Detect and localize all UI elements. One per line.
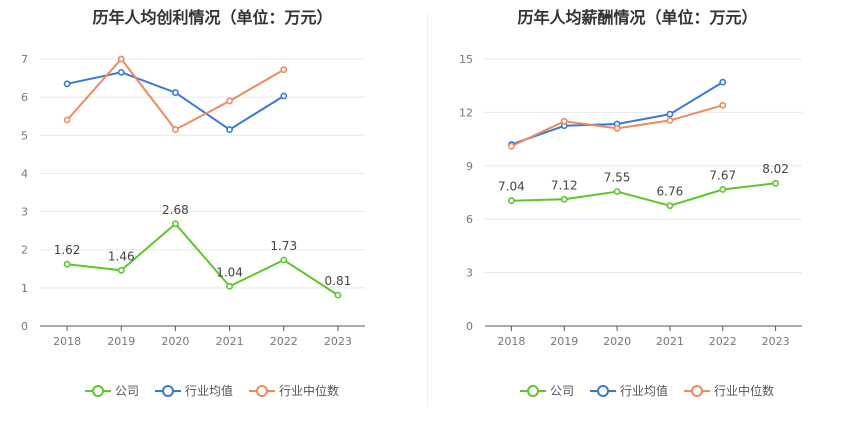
y-tick-label: 0 xyxy=(21,320,28,333)
legend-label: 公司 xyxy=(550,384,575,398)
data-point xyxy=(172,89,179,96)
x-tick-label: 2020 xyxy=(161,335,189,348)
y-tick-label: 3 xyxy=(466,267,473,280)
chart-panel-profit: 历年人均创利情况（单位：万元） 0 1 2 3 4 5 6 7 2018 2019 2020 2021… xyxy=(21,8,365,399)
legend-item-industry-mean[interactable]: 行业均值 xyxy=(155,382,233,399)
data-point xyxy=(226,282,233,290)
chart-title: 历年人均创利情况（单位：万元） xyxy=(92,8,333,27)
y-tick-label: 6 xyxy=(466,213,473,226)
data-point xyxy=(508,197,515,205)
legend-label: 公司 xyxy=(115,384,140,398)
data-label: 7.12 xyxy=(551,178,578,192)
x-tick-label: 2022 xyxy=(270,335,298,348)
chart-title: 历年人均薪酬情况（单位：万元） xyxy=(517,8,758,27)
legend-label: 行业均值 xyxy=(185,384,234,398)
x-tick-label: 2019 xyxy=(550,335,578,348)
legend-swatch-icon xyxy=(85,384,111,397)
y-tick-label: 12 xyxy=(459,106,473,119)
data-point xyxy=(560,195,568,203)
legend-label: 行业均值 xyxy=(620,384,669,398)
legend: 公司 行业均值 行业中位数 xyxy=(520,382,774,399)
legend-item-industry-median[interactable]: 行业中位数 xyxy=(684,382,774,399)
data-point xyxy=(63,116,71,124)
data-point xyxy=(666,110,674,118)
data-point xyxy=(560,117,568,125)
chart-panel-salary: 历年人均薪酬情况（单位：万元） 0 3 6 9 12 15 2018 2019 2020 2021… xyxy=(425,0,850,437)
data-point xyxy=(280,92,288,100)
data-point xyxy=(666,117,674,124)
data-label: 8.02 xyxy=(762,162,789,176)
legend-swatch-icon xyxy=(249,384,276,397)
panel-divider xyxy=(427,12,428,407)
legend-swatch-icon xyxy=(684,384,711,397)
series-line xyxy=(511,182,776,207)
data-point xyxy=(226,97,233,105)
data-label: 7.55 xyxy=(604,171,631,185)
x-tick-label: 2021 xyxy=(656,335,684,348)
data-label: 6.76 xyxy=(657,185,684,199)
y-tick-label: 5 xyxy=(21,129,28,142)
line-chart-profit: 0 1 2 3 4 5 6 7 2018 2019 2020 2021 2022 2023 1.62 1.46… xyxy=(21,53,365,348)
x-tick-label: 2023 xyxy=(324,335,352,348)
x-tick-label: 2021 xyxy=(216,335,244,348)
data-point xyxy=(280,256,288,264)
x-tick-label: 2019 xyxy=(107,335,135,348)
y-tick-label: 3 xyxy=(21,206,28,219)
legend-swatch-icon xyxy=(155,384,182,397)
data-point xyxy=(613,188,621,196)
data-point xyxy=(172,126,179,133)
data-label: 7.67 xyxy=(709,168,736,182)
legend-swatch-icon xyxy=(520,384,546,397)
data-point xyxy=(508,142,515,150)
data-label: 1.46 xyxy=(108,249,135,263)
data-point xyxy=(719,186,727,193)
data-point xyxy=(334,291,342,299)
y-tick-label: 0 xyxy=(466,320,473,333)
series-line xyxy=(66,222,339,296)
data-point xyxy=(117,266,125,274)
series-line xyxy=(511,81,724,146)
legend-item-industry-median[interactable]: 行业中位数 xyxy=(249,382,339,399)
x-tick-label: 2023 xyxy=(762,335,790,348)
data-point xyxy=(63,80,71,88)
line-chart-salary: 0 3 6 9 12 15 2018 2019 2020 2021 2022 2023 7.04 7.12… xyxy=(459,53,802,348)
data-point xyxy=(172,220,179,228)
y-tick-label: 6 xyxy=(21,91,28,104)
legend-swatch-icon xyxy=(590,384,617,397)
legend-item-company[interactable]: 公司 xyxy=(85,382,139,399)
legend-label: 行业中位数 xyxy=(279,384,340,398)
data-point xyxy=(226,126,233,133)
data-point xyxy=(719,78,727,86)
data-point xyxy=(613,125,621,132)
y-tick-label: 2 xyxy=(21,244,28,257)
legend-item-industry-mean[interactable]: 行业均值 xyxy=(590,382,668,399)
data-point xyxy=(63,260,71,268)
y-tick-label: 15 xyxy=(459,53,473,66)
y-tick-label: 1 xyxy=(21,282,28,295)
x-tick-label: 2018 xyxy=(497,335,525,348)
y-tick-label: 4 xyxy=(21,167,28,180)
data-label: 1.04 xyxy=(216,265,243,279)
data-label: 1.62 xyxy=(54,243,81,257)
legend-item-company[interactable]: 公司 xyxy=(520,382,574,399)
y-tick-label: 7 xyxy=(21,53,28,66)
data-label: 2.68 xyxy=(162,203,189,217)
series-line xyxy=(66,71,285,131)
data-point xyxy=(719,101,727,109)
data-point xyxy=(280,66,288,74)
data-label: 7.04 xyxy=(498,180,525,194)
data-point xyxy=(772,179,779,187)
x-tick-label: 2020 xyxy=(603,335,631,348)
data-point xyxy=(117,55,125,63)
data-point xyxy=(117,68,125,76)
data-label: 0.81 xyxy=(325,274,352,288)
data-label: 1.73 xyxy=(270,239,297,253)
y-tick-label: 9 xyxy=(466,160,473,173)
data-point xyxy=(666,202,674,210)
legend-label: 行业中位数 xyxy=(714,384,775,398)
x-tick-label: 2022 xyxy=(709,335,737,348)
legend: 公司 行业均值 行业中位数 xyxy=(85,382,339,399)
x-tick-label: 2018 xyxy=(53,335,81,348)
